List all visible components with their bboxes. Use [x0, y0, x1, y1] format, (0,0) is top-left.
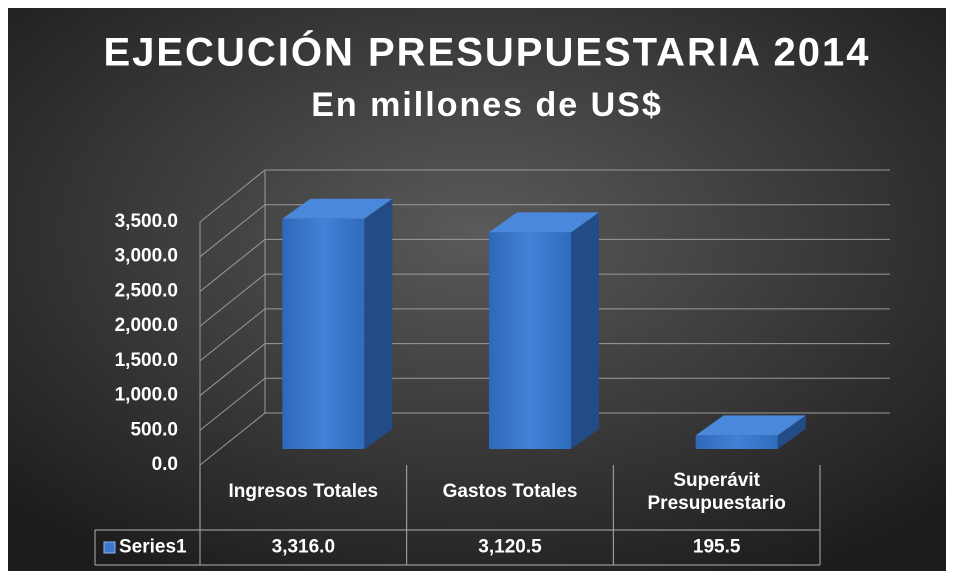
- grid-line: [199, 308, 890, 362]
- y-tick-label: 3,000.0: [115, 246, 178, 267]
- x-tick-label: Ingresos Totales: [229, 481, 379, 502]
- bar: [695, 415, 806, 449]
- bar-front: [489, 232, 571, 449]
- bar-side: [777, 415, 806, 449]
- table-value: 3,120.5: [478, 537, 542, 558]
- y-tick-label: 1,000.0: [115, 385, 178, 406]
- bar: [282, 198, 393, 449]
- chart-title: EJECUCIÓN PRESUPUESTARIA 2014: [103, 29, 870, 75]
- y-tick-label: 2,000.0: [115, 315, 178, 336]
- bar-top: [489, 212, 599, 233]
- grid-line: [199, 343, 890, 396]
- y-tick-label: 3,500.0: [115, 211, 178, 232]
- bar-side: [571, 212, 599, 449]
- bar-front: [282, 218, 365, 449]
- bar-side: [364, 198, 393, 449]
- bar: [489, 212, 599, 449]
- bar-top: [282, 198, 393, 219]
- legend-swatch: [103, 541, 116, 554]
- grid-line: [199, 238, 890, 292]
- bar-front: [695, 435, 778, 449]
- legend-label: Series1: [119, 537, 187, 558]
- table-value: 3,316.0: [272, 537, 335, 558]
- y-tick-label: 1,500.0: [115, 350, 178, 371]
- y-tick-label: 2,500.0: [115, 280, 178, 301]
- x-tick-label-line: Superávit: [673, 470, 760, 491]
- x-tick-label-line: Presupuestario: [648, 493, 786, 514]
- x-tick-label: Superávit Presupuestario: [648, 470, 786, 514]
- background: [8, 8, 946, 571]
- grid-line: [199, 169, 890, 223]
- grid-line: [199, 273, 890, 327]
- chart-subtitle: En millones de US$: [311, 86, 663, 124]
- x-tick-label: Gastos Totales: [443, 481, 578, 502]
- grid-line: [199, 204, 890, 258]
- table-value: 195.5: [693, 537, 741, 558]
- grid-line: [199, 412, 890, 466]
- bar-top: [695, 415, 806, 436]
- grid-line: [199, 377, 890, 431]
- y-tick-label: 500.0: [130, 419, 178, 440]
- y-tick-label: 0.0: [152, 454, 178, 475]
